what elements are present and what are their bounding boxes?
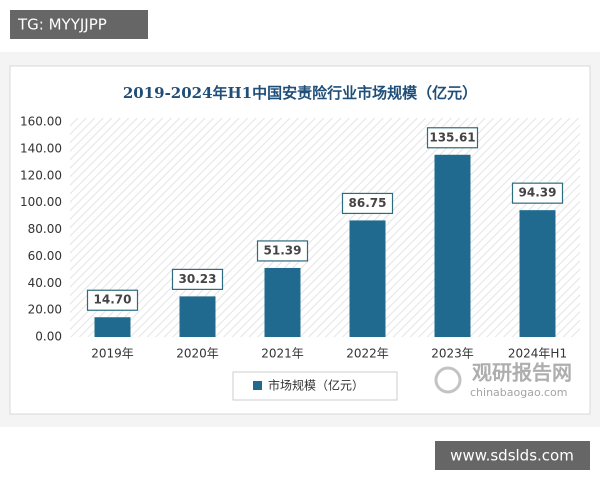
bar xyxy=(434,154,471,337)
watermark-logo xyxy=(434,366,462,394)
value-label: 14.70 xyxy=(94,293,132,307)
watermark: 观研报告网 xyxy=(472,361,572,385)
tag-text: TG: MYYJJPP xyxy=(17,16,107,34)
legend-label: 市场规模（亿元） xyxy=(268,378,364,393)
value-label-box xyxy=(511,182,564,204)
bar xyxy=(94,317,131,337)
watermark-url: chinabaogao.com xyxy=(470,386,568,399)
chart-title: 2019-2024年H1中国安责险行业市场规模（亿元） xyxy=(123,84,477,102)
tag-box xyxy=(10,10,148,39)
bar xyxy=(349,220,386,337)
y-tick-label: 120.00 xyxy=(20,168,62,182)
legend-swatch xyxy=(253,381,262,390)
y-tick-label: 80.00 xyxy=(28,222,62,236)
y-tick-label: 20.00 xyxy=(28,303,62,317)
value-label: 135.61 xyxy=(429,130,475,144)
y-tick-label: 60.00 xyxy=(28,249,62,263)
value-label: 86.75 xyxy=(349,196,387,210)
y-tick-label: 160.00 xyxy=(20,115,62,129)
bar xyxy=(264,267,301,337)
y-tick-label: 140.00 xyxy=(20,141,62,155)
value-label: 51.39 xyxy=(264,243,302,257)
x-tick-label: 2023年 xyxy=(431,347,474,361)
x-tick-label: 2020年 xyxy=(176,347,219,361)
site-box xyxy=(435,441,590,470)
x-tick-label: 2021年 xyxy=(261,347,304,361)
value-label-box xyxy=(256,240,309,262)
value-label: 30.23 xyxy=(179,272,217,286)
value-label-box xyxy=(341,192,394,215)
bar xyxy=(519,210,556,337)
x-tick-label: 2024年H1 xyxy=(508,347,567,361)
value-label: 94.39 xyxy=(519,186,557,200)
value-label-box xyxy=(171,268,224,290)
plot-area xyxy=(70,118,580,337)
y-tick-label: 0.00 xyxy=(35,330,62,344)
y-tick-label: 40.00 xyxy=(28,276,62,290)
site-text: www.sdslds.com xyxy=(450,447,574,465)
x-tick-label: 2022年 xyxy=(346,347,389,361)
bar xyxy=(179,296,216,337)
y-tick-label: 100.00 xyxy=(20,195,62,209)
value-label-box xyxy=(426,127,479,149)
x-tick-label: 2019年 xyxy=(91,347,134,361)
value-label-box xyxy=(86,289,139,311)
